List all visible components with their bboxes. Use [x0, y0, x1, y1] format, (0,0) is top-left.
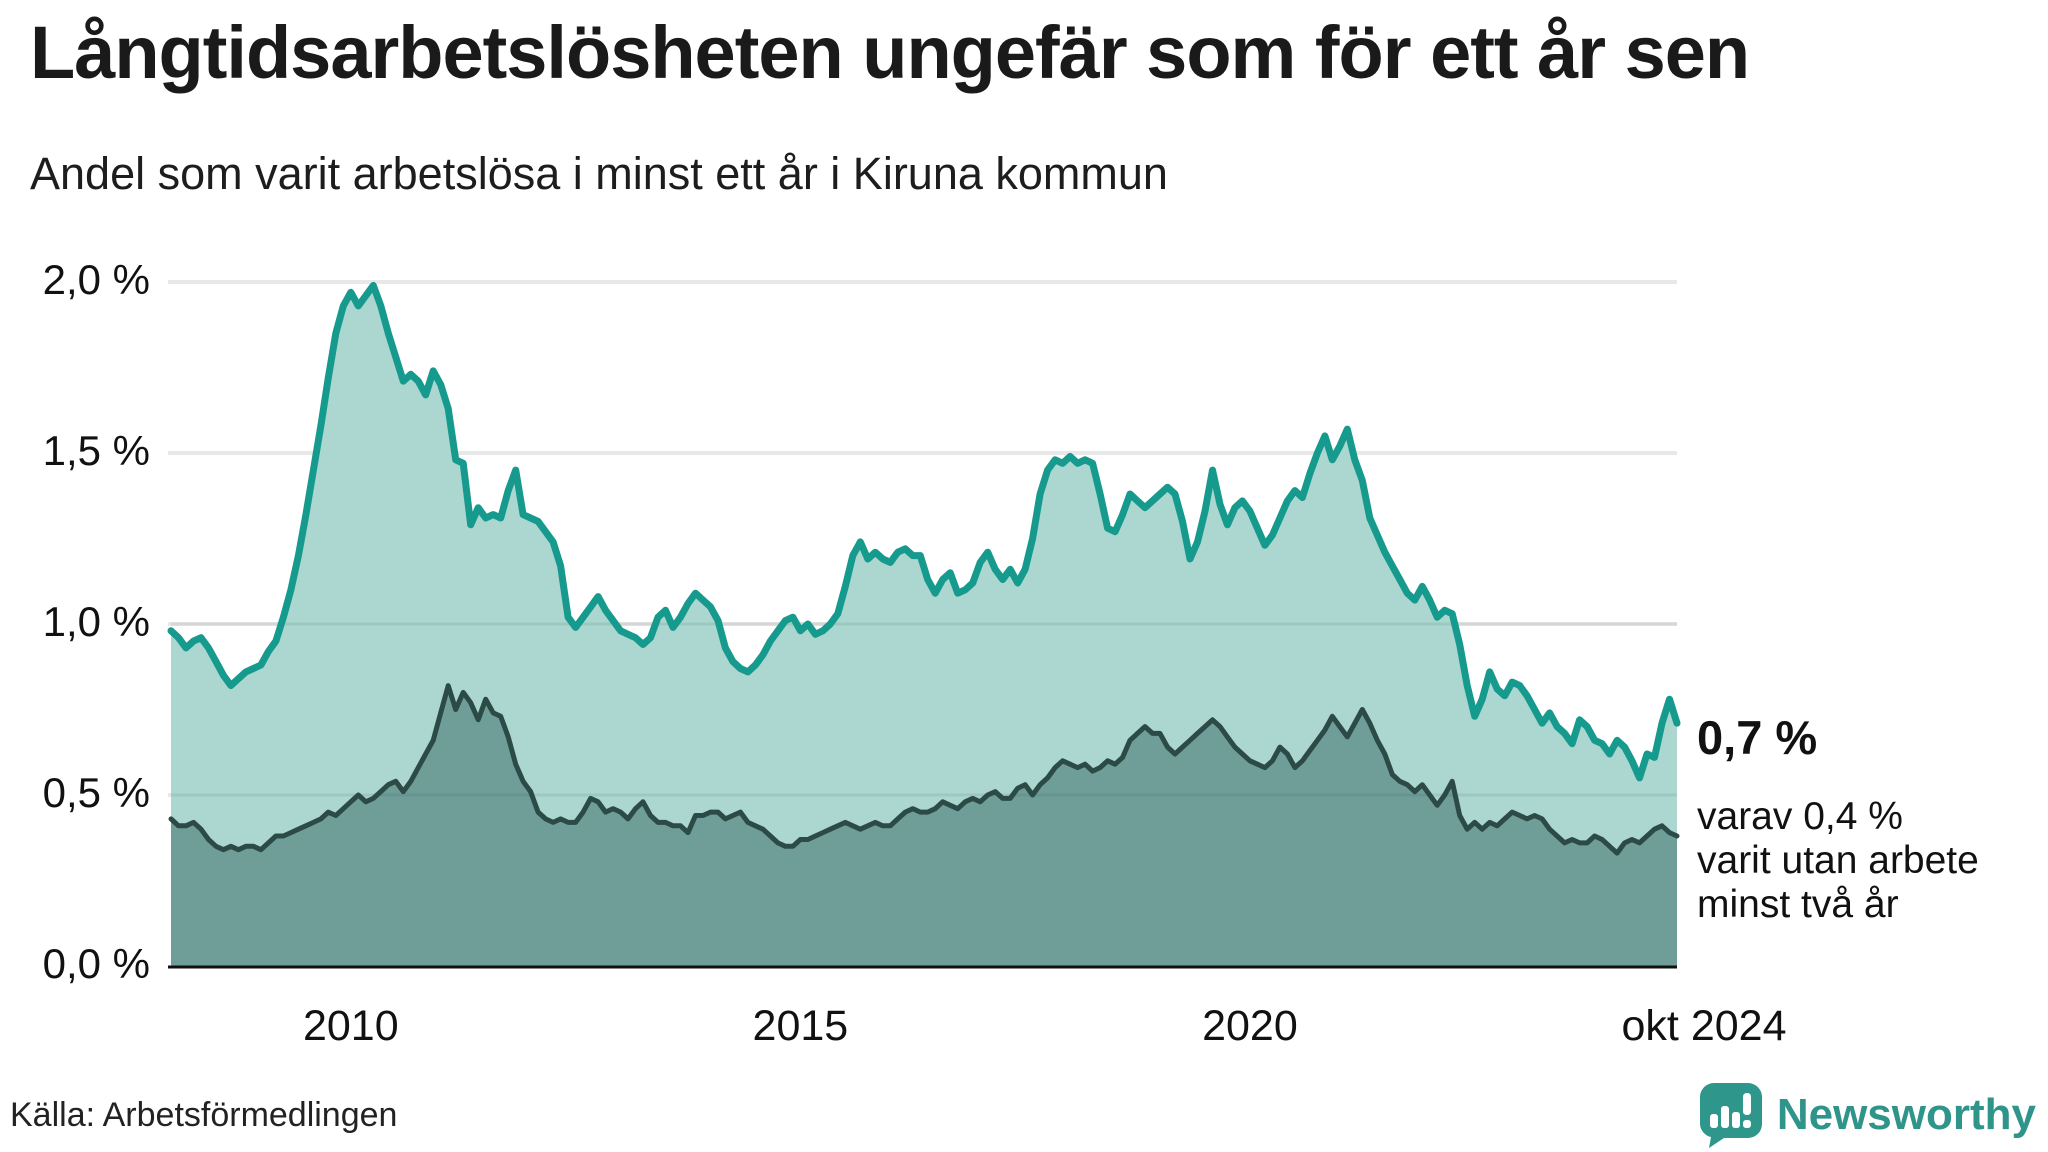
line-unemployed-2yr — [168, 683, 1680, 856]
newsworthy-logo: Newsworthy — [1699, 1082, 2036, 1148]
page-subtitle: Andel som varit arbetslösa i minst ett å… — [30, 148, 1168, 199]
x-tick-label: okt 2024 — [1621, 1002, 1787, 1050]
source-credit: Källa: Arbetsförmedlingen — [10, 1096, 398, 1134]
note-line: varav 0,4 % — [1697, 795, 1903, 838]
y-tick-label: 0,0 % — [42, 940, 150, 988]
gridline-overlay — [171, 622, 1677, 797]
area-unemployed-2yr — [171, 685, 1677, 966]
line-unemployed-1yr — [167, 281, 1681, 782]
note-line: minst två år — [1697, 883, 1899, 926]
latest-value-note: varav 0,4 % varit utan arbete minst två … — [1697, 795, 1979, 927]
x-tick-label: 2010 — [302, 1002, 399, 1050]
newsworthy-logo-icon — [1699, 1083, 1762, 1148]
x-tick-label: 2020 — [1202, 1002, 1298, 1050]
note-line: varit utan arbete — [1697, 839, 1979, 882]
newsworthy-wordmark: Newsworthy — [1776, 1090, 2036, 1139]
y-tick-label: 0,5 % — [42, 769, 150, 817]
y-tick-label: 1,0 % — [42, 598, 150, 646]
x-tick-label: 2015 — [752, 1002, 849, 1050]
latest-value-label: 0,7 % — [1697, 711, 1818, 764]
page-title: Långtidsarbetslösheten ungefär som för e… — [30, 11, 1750, 94]
y-tick-label: 1,5 % — [42, 427, 150, 475]
y-tick-label: 2,0 % — [42, 256, 150, 304]
